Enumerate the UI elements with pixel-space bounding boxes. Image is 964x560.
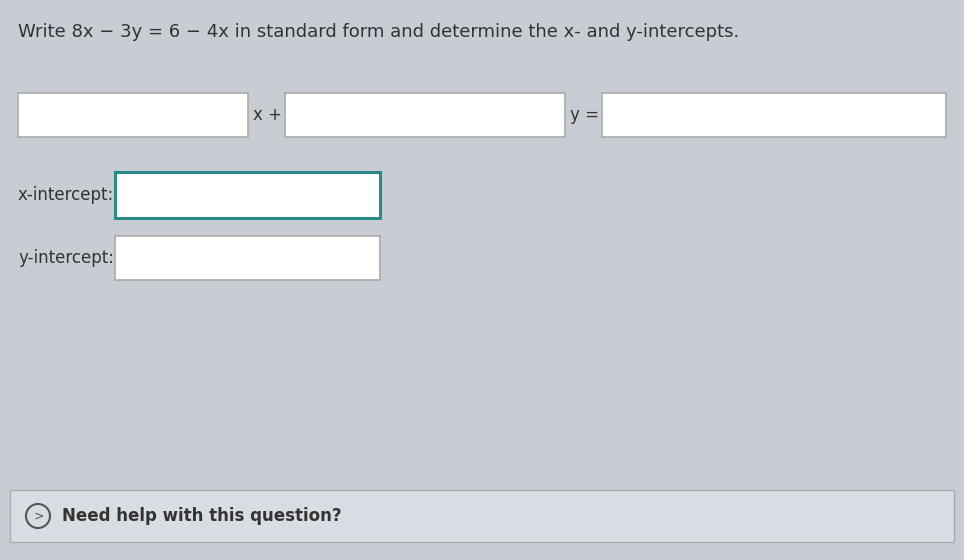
Text: y =: y = bbox=[570, 106, 599, 124]
Text: >: > bbox=[34, 510, 44, 522]
FancyBboxPatch shape bbox=[115, 172, 380, 218]
FancyBboxPatch shape bbox=[115, 236, 380, 280]
FancyBboxPatch shape bbox=[18, 93, 248, 137]
Text: Write 8x − 3y = 6 − 4x in standard form and determine the x- and y-intercepts.: Write 8x − 3y = 6 − 4x in standard form … bbox=[18, 23, 739, 41]
FancyBboxPatch shape bbox=[285, 93, 565, 137]
Text: x +: x + bbox=[253, 106, 282, 124]
FancyBboxPatch shape bbox=[602, 93, 946, 137]
Text: Need help with this question?: Need help with this question? bbox=[62, 507, 341, 525]
Text: x-intercept:: x-intercept: bbox=[18, 186, 115, 204]
Text: y-intercept:: y-intercept: bbox=[18, 249, 114, 267]
FancyBboxPatch shape bbox=[10, 490, 954, 542]
